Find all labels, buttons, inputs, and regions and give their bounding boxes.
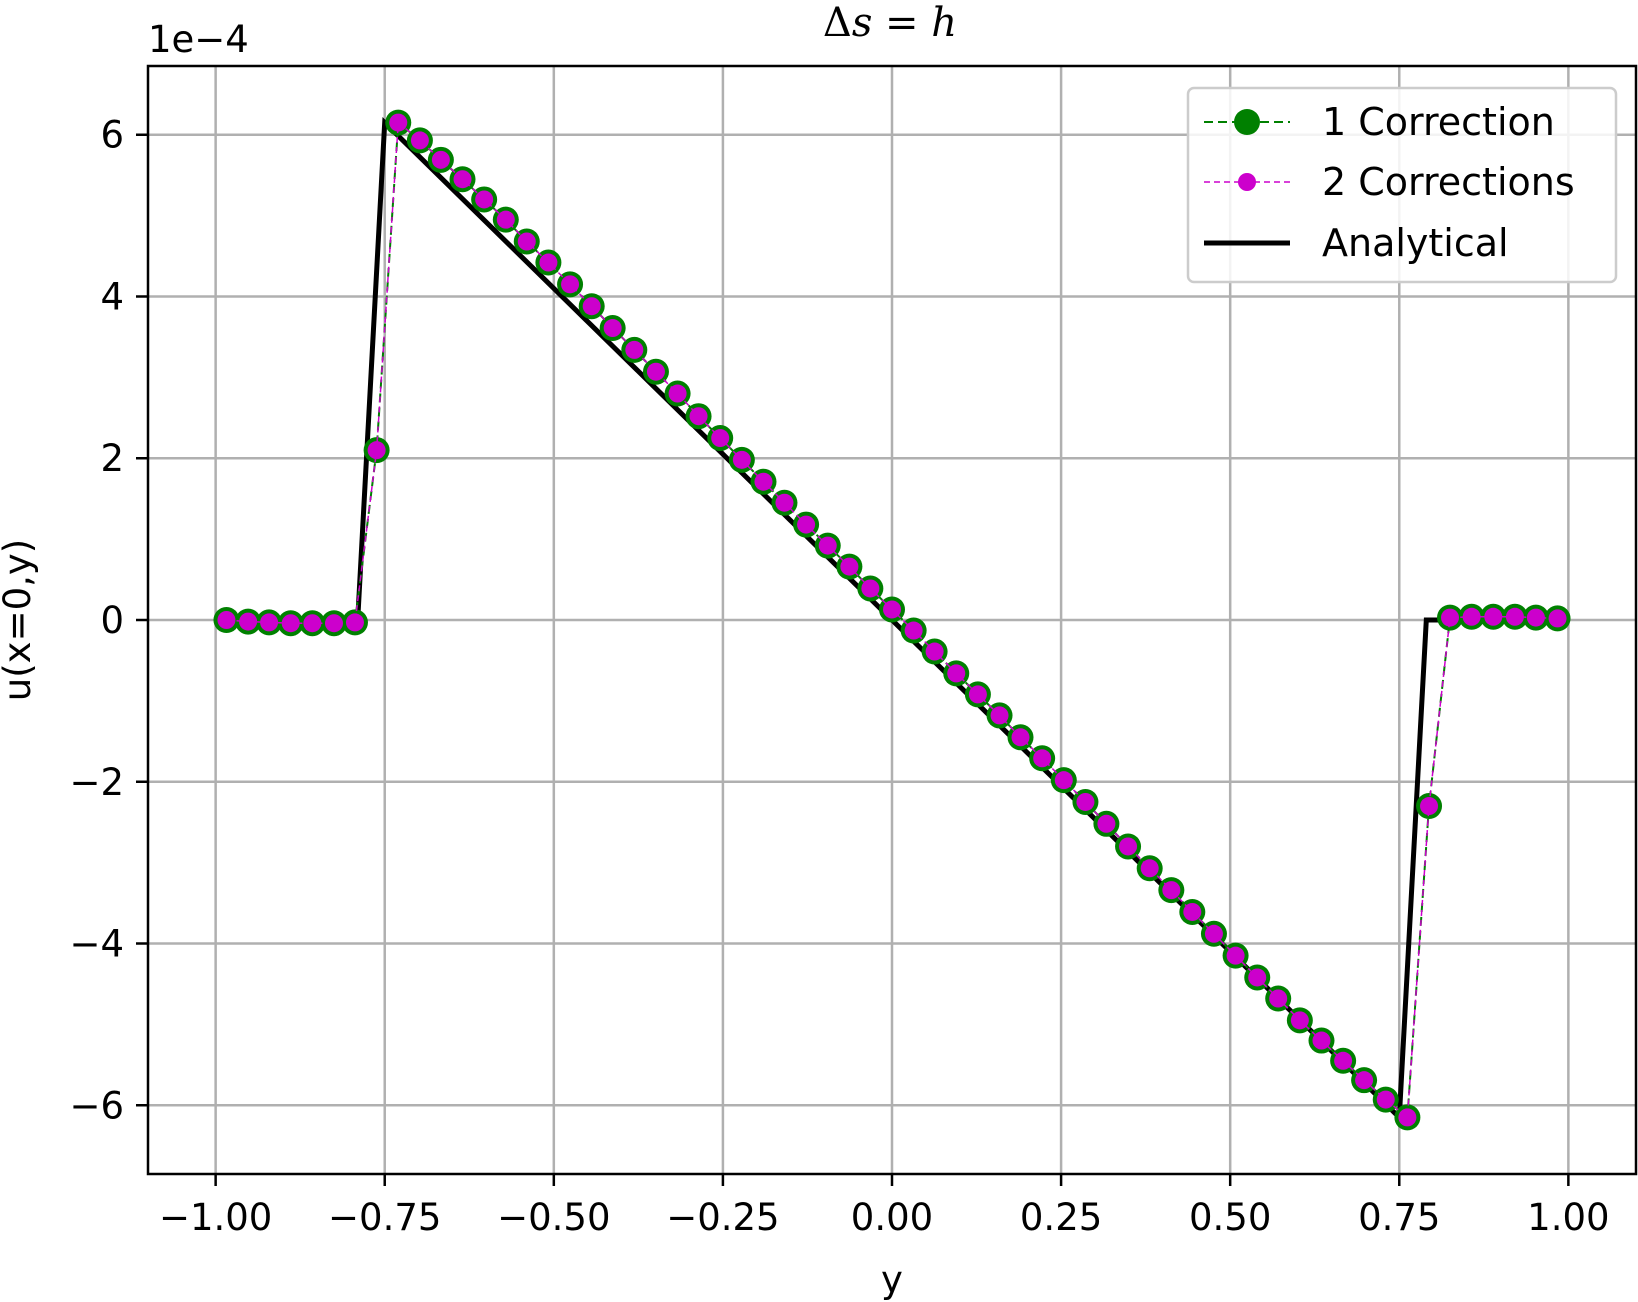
y-tick-label: 0 [100,599,124,642]
series-2-corrections-point [1462,607,1481,626]
series-2-corrections-point [475,190,494,209]
series-2-corrections-point [1119,837,1138,856]
x-tick-label: 0.25 [1020,1196,1102,1239]
series-2-corrections-point [840,557,859,576]
legend-entry-1-correction: 1 Correction [1204,100,1555,144]
series-2-corrections-point [496,210,515,229]
series-2-corrections-point [517,232,536,251]
legend-label-1-correction: 1 Correction [1322,100,1555,144]
series-2-corrections-point [389,113,408,132]
series-2-corrections-point [797,515,816,534]
series-2-corrections-point [1312,1031,1331,1050]
y-offset-label: 1e−4 [148,18,249,61]
series-2-corrections-point [410,131,429,150]
series-2-corrections-point [325,614,343,633]
x-axis-ticks: −1.00 −0.75 −0.50 −0.25 0.00 0.25 0.50 0.75 1.00 [159,1174,1610,1239]
legend-label-analytical: Analytical [1322,221,1509,265]
series-2-corrections-point [689,407,708,426]
series-2-corrections [217,113,1567,1127]
series-2-corrections-point [1355,1071,1374,1090]
series-2-corrections-point [303,614,322,633]
series-2-corrections-point [453,170,472,189]
y-tick-label: 6 [100,114,124,157]
series-2-corrections-point [1334,1051,1353,1070]
legend-entry-2-corrections: 2 Corrections [1204,160,1575,204]
x-tick-label: −0.75 [328,1196,441,1239]
y-tick-label: −2 [69,761,124,804]
series-2-corrections-point [775,493,794,512]
x-tick-label: −0.50 [497,1196,610,1239]
series-2-corrections-point [904,621,923,640]
x-tick-label: 1.00 [1527,1196,1609,1239]
series-2-corrections-point [968,685,987,704]
series-2-corrections-point [1011,728,1030,747]
series-2-corrections-point [281,614,300,633]
y-tick-label: 2 [100,437,124,480]
series-2-corrections-point [260,613,279,632]
series-2-corrections-point [603,319,622,338]
series-2-corrections-point [732,450,751,469]
series-2-corrections-point [1076,792,1095,811]
legend-marker-2-corrections [1238,173,1256,191]
legend-frame [1186,86,1618,284]
y-tick-label: −6 [69,1084,124,1127]
series-2-corrections-point [1420,797,1439,816]
series-2-corrections-point [646,362,665,381]
x-tick-label: −0.25 [666,1196,779,1239]
y-tick-label: −4 [69,923,124,966]
chart-title: Δs = h [823,0,957,46]
series-2-corrections-point [1226,946,1245,965]
series-2-corrections-point [367,441,386,460]
series-2-corrections-point [861,579,880,598]
series-2-corrections-point [1033,749,1052,768]
legend-entry-analytical: Analytical [1204,221,1509,265]
series-2-corrections-point [925,642,944,661]
series-2-corrections-point [1548,609,1567,628]
series-2-corrections-point [1526,608,1545,627]
series-2-corrections-point [1204,924,1223,943]
x-tick-label: −1.00 [159,1196,272,1239]
series-2-corrections-point [625,340,644,359]
x-tick-label: 0.75 [1358,1196,1440,1239]
series-2-corrections-point [1505,607,1524,626]
series-2-corrections-point [1248,968,1267,987]
series-2-corrections-point [1140,859,1159,878]
y-axis-ticks: −6 −4 −2 0 2 4 6 [69,114,148,1127]
y-axis-label: u(x=0,y) [0,539,39,701]
series-2-corrections-point [1376,1090,1395,1109]
series-2-corrections-point [1441,608,1459,627]
series-2-corrections-point [239,612,258,631]
x-tick-label: 0.00 [851,1196,933,1239]
series-2-corrections-point [1398,1108,1417,1127]
series-2-corrections-point [711,429,730,448]
series-2-corrections-point [754,472,773,491]
series-2-corrections-point [668,384,687,403]
series-2-corrections-point [217,611,236,629]
series-2-corrections-point [818,536,837,555]
legend-label-2-corrections: 2 Corrections [1322,160,1575,204]
x-axis-label: y [881,1258,903,1301]
series-2-corrections-point [345,613,364,632]
series-2-corrections-point [1290,1011,1309,1030]
legend: 1 Correction 2 Corrections Analytical [1186,86,1618,284]
x-tick-label: 0.50 [1189,1196,1271,1239]
series-2-corrections-point [990,706,1009,725]
series-2-corrections-point [1484,607,1503,626]
series-2-corrections-point [1183,902,1202,921]
series-2-corrections-point [1054,771,1073,790]
series-2-corrections-point [947,664,966,683]
series-2-corrections-point [1269,989,1288,1008]
series-2-corrections-point [582,297,601,316]
series-2-corrections-point [561,275,580,294]
series-2-corrections-point [431,150,450,169]
series-2-corrections-point [539,253,558,272]
series-2-corrections-point [1162,881,1181,900]
series-2-corrections-point [1097,814,1116,833]
y-tick-label: 4 [100,275,124,318]
series-2-corrections-point [883,600,901,619]
legend-marker-1-correction [1234,109,1260,135]
